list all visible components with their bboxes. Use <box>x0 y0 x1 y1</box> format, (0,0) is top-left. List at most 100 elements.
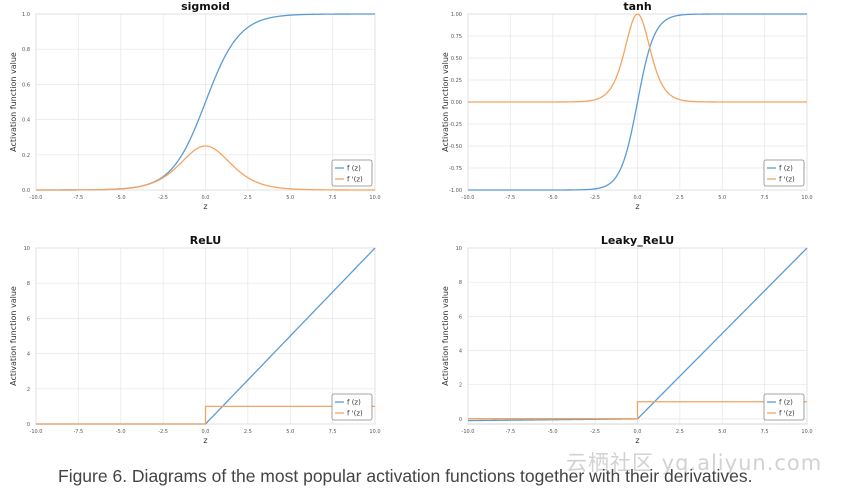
x-tick-label: -2.5 <box>158 429 168 435</box>
y-tick-label: -0.75 <box>449 166 462 172</box>
y-tick-label: 4 <box>459 349 462 355</box>
x-tick-label: -7.5 <box>73 429 83 435</box>
x-tick-label: 7.5 <box>329 429 337 435</box>
sigmoid-chart: -10.0 -7.5 -5.0 -2.5 0.0 2.5 5.0 7.5 10.0 0.0 0.2 0… <box>0 0 432 232</box>
legend: f (z) f '(z) <box>331 393 373 421</box>
chart-title: Leaky_ReLU <box>601 234 674 247</box>
y-tick-label: 0.4 <box>22 118 30 124</box>
y-tick-label: 6 <box>27 316 30 322</box>
chart-title: sigmoid <box>181 0 230 13</box>
y-tick-label: 0.6 <box>22 82 30 88</box>
x-tick-label: 5.0 <box>286 195 294 201</box>
x-tick-label: 5.0 <box>718 429 726 435</box>
x-tick-label: 2.5 <box>244 429 252 435</box>
x-tick-label: 0.0 <box>634 195 642 201</box>
chart-title: ReLU <box>190 234 221 247</box>
y-axis-label: Activation function value <box>9 286 18 386</box>
chart-title: tanh <box>623 0 651 13</box>
x-tick-label: -5.0 <box>116 429 126 435</box>
y-tick-label: 0.2 <box>22 153 30 159</box>
chart-svg: -10.0 -7.5 -5.0 -2.5 0.0 2.5 5.0 7.5 10.0 0 2 4 6 8 10… <box>441 234 813 445</box>
series-line-f-prime <box>468 401 807 420</box>
legend-entry-label: f '(z) <box>347 176 363 184</box>
y-tick-label: -0.25 <box>449 122 462 128</box>
y-tick-label: 1.00 <box>451 12 462 18</box>
series-line-f-prime <box>36 145 375 191</box>
series-line-f <box>468 13 807 191</box>
x-tick-label: -2.5 <box>590 195 600 201</box>
legend-entry-label: f '(z) <box>347 410 363 418</box>
y-tick-label: -1.00 <box>449 188 462 194</box>
y-tick-label: 0 <box>459 417 462 423</box>
series-line-f-prime <box>468 13 807 103</box>
x-tick-label: 7.5 <box>761 429 769 435</box>
y-tick-label: 10 <box>24 246 30 252</box>
x-tick-label: -5.0 <box>548 429 558 435</box>
y-tick-label: 6 <box>459 314 462 320</box>
series-line-f-prime <box>36 405 375 425</box>
y-tick-label: 0.0 <box>22 188 30 194</box>
legend: f (z) f '(z) <box>331 159 373 187</box>
x-tick-label: -10.0 <box>462 195 475 201</box>
chart-svg: -10.0 -7.5 -5.0 -2.5 0.0 2.5 5.0 7.5 10.0 -1.00 -0… <box>441 0 813 211</box>
x-tick-label: -7.5 <box>505 195 515 201</box>
y-tick-label: 0.00 <box>451 100 462 106</box>
x-axis-label: z <box>635 436 639 445</box>
x-tick-label: 5.0 <box>718 195 726 201</box>
x-tick-label: -5.0 <box>548 195 558 201</box>
x-tick-label: 2.5 <box>676 195 684 201</box>
y-tick-label: 4 <box>27 352 30 358</box>
x-axis-label: z <box>203 436 207 445</box>
x-axis-label: z <box>203 202 207 211</box>
legend-entry-label: f (z) <box>779 399 793 407</box>
figure-caption: Figure 6. Diagrams of the most popular a… <box>58 466 753 486</box>
legend-entry-label: f '(z) <box>779 176 795 184</box>
x-tick-label: -10.0 <box>30 195 43 201</box>
y-tick-label: 0.75 <box>451 34 462 40</box>
x-tick-label: 10.0 <box>369 195 380 201</box>
x-tick-label: 0.0 <box>202 429 210 435</box>
watermark: 云栖社区 yq.aliyun.com <box>566 451 823 475</box>
legend-entry-label: f (z) <box>347 399 361 407</box>
legend: f (z) f '(z) <box>763 393 805 421</box>
legend-entry-label: f (z) <box>779 165 793 173</box>
x-tick-label: 10.0 <box>801 429 812 435</box>
leaky-relu-chart: -10.0 -7.5 -5.0 -2.5 0.0 2.5 5.0 7.5 10.0 0 2 4 6 8 10… <box>432 234 864 466</box>
y-tick-label: 8 <box>27 281 30 287</box>
chart-svg: -10.0 -7.5 -5.0 -2.5 0.0 2.5 5.0 7.5 10.0 0.0 0.2 0… <box>9 0 381 211</box>
y-axis-label: Activation function value <box>441 52 450 152</box>
legend-entry-label: f '(z) <box>779 410 795 418</box>
y-tick-label: 1.0 <box>22 12 30 18</box>
y-axis-label: Activation function value <box>9 52 18 152</box>
y-tick-label: 0.25 <box>451 78 462 84</box>
x-tick-label: 0.0 <box>202 195 210 201</box>
x-tick-label: -2.5 <box>590 429 600 435</box>
legend-entry-label: f (z) <box>347 165 361 173</box>
y-tick-label: 2 <box>459 383 462 389</box>
tanh-chart: -10.0 -7.5 -5.0 -2.5 0.0 2.5 5.0 7.5 10.0 -1.00 -0… <box>432 0 864 232</box>
x-tick-label: 10.0 <box>369 429 380 435</box>
y-axis-label: Activation function value <box>441 286 450 386</box>
x-tick-label: 7.5 <box>761 195 769 201</box>
relu-chart: -10.0 -7.5 -5.0 -2.5 0.0 2.5 5.0 7.5 10.0 0 2 4 6 8 10… <box>0 234 432 466</box>
x-tick-label: 0.0 <box>634 429 642 435</box>
y-tick-label: 10 <box>456 246 462 252</box>
y-tick-label: 0.50 <box>451 56 462 62</box>
x-tick-label: -2.5 <box>158 195 168 201</box>
x-tick-label: -5.0 <box>116 195 126 201</box>
x-tick-label: 2.5 <box>676 429 684 435</box>
y-tick-label: -0.50 <box>449 144 462 150</box>
x-tick-label: -10.0 <box>462 429 475 435</box>
y-tick-label: 0 <box>27 422 30 428</box>
x-axis-label: z <box>635 202 639 211</box>
x-tick-label: -7.5 <box>505 429 515 435</box>
x-tick-label: -10.0 <box>30 429 43 435</box>
chart-svg: -10.0 -7.5 -5.0 -2.5 0.0 2.5 5.0 7.5 10.0 0 2 4 6 8 10… <box>9 234 381 445</box>
x-tick-label: 7.5 <box>329 195 337 201</box>
y-tick-label: 8 <box>459 280 462 286</box>
x-tick-label: -7.5 <box>73 195 83 201</box>
legend: f (z) f '(z) <box>763 159 805 187</box>
y-tick-label: 2 <box>27 387 30 393</box>
x-tick-label: 2.5 <box>244 195 252 201</box>
x-tick-label: 5.0 <box>286 429 294 435</box>
